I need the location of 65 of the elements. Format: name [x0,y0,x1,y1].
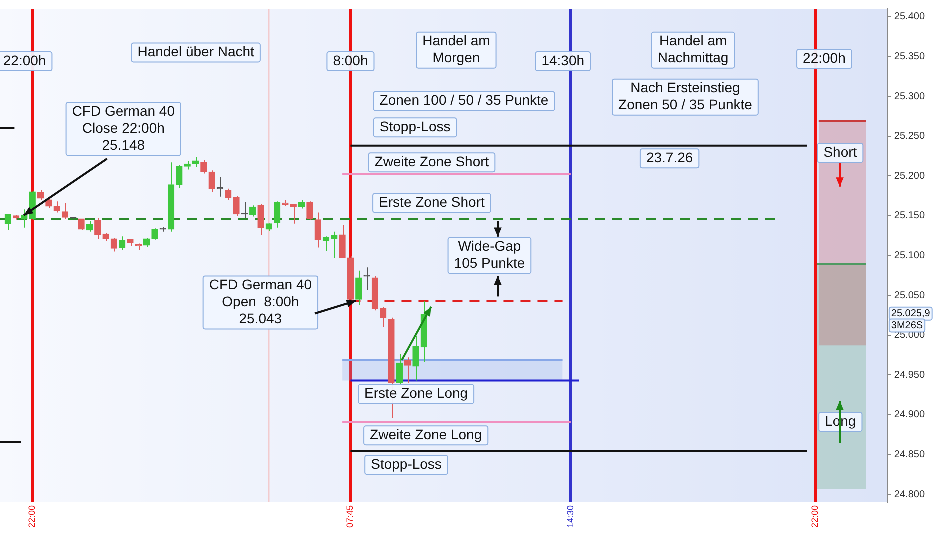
annotation: Erste Zone Short [379,194,485,210]
candlestick [331,231,338,259]
annotation: 14:30h [542,52,585,68]
annotation: Wide-Gap 105 Punkte [454,238,526,272]
annotation: Handel am Morgen [422,32,490,66]
annotation: Zonen 100 / 50 / 35 Punkte [380,92,549,108]
candlestick [372,276,379,312]
candlestick [322,236,330,252]
x-tick-label: 14:30 [565,505,576,528]
x-tick-label: 22:00 [27,505,38,528]
candlestick [258,204,264,236]
y-tick-label: 25.350 [894,52,926,63]
candlestick [127,238,134,247]
y-tick-label: 25.250 [894,131,926,142]
candlestick [364,267,370,290]
candlestick [160,226,166,232]
annotation: Stopp-Loss [371,456,442,472]
annotation: Short [824,144,858,160]
annotation: Handel am Nachmittag [658,32,729,66]
y-tick-label: 25.050 [894,290,926,302]
candlestick [339,224,346,258]
y-tick-label: 25.200 [894,170,926,182]
y-tick-label: 25.400 [894,12,926,23]
candlestick [94,218,102,240]
y-tick-label: 25.150 [894,210,926,222]
annotation: Erste Zone Long [364,385,468,402]
y-tick-label: 25.100 [894,250,926,262]
annotation: 8:00h [333,52,368,68]
candlestick [102,232,110,242]
candlestick [274,201,281,228]
annotation: 22:00h [803,50,846,66]
text: 3M26S [891,320,924,332]
candlestick [12,214,20,220]
annotation: Zweite Zone Short [374,153,490,170]
candlestick [396,354,403,386]
y-tick-label: 24.850 [894,449,926,460]
candlestick [176,164,183,189]
candlestick [233,196,240,216]
annotation: CFD German 40 Open 8:00h 25.043 [209,276,312,327]
annotation: 22:00h [3,52,46,68]
y-tick-label: 24.800 [894,489,926,500]
annotation: 23.7.26 [646,149,694,166]
annotation: CFD German 40 Close 22:00h 25.148 [72,103,176,154]
x-tick-label: 22:00 [810,505,820,528]
annotation: Nach Ersteinstieg Zonen 50 / 35 Punkte [618,80,753,113]
annotation: Stopp-Loss [380,118,451,134]
candlestick [192,156,200,168]
annotation: Handel über Nacht [138,44,255,60]
y-tick-label: 25.300 [894,91,926,102]
y-tick-label: 24.950 [894,370,926,381]
candlestick [412,336,420,382]
candlestick [208,170,216,193]
candlestick [54,201,60,214]
candlestick [184,160,191,170]
candlestick [282,200,289,207]
annotation: Zweite Zone Long [370,426,482,442]
candlestick [266,222,272,232]
y-tick-label: 24.900 [894,410,926,421]
text: 25.025,9 [891,308,931,320]
candlestick [314,212,322,248]
candlestick [356,270,362,306]
x-tick-label: 07:45 [345,505,356,528]
candlestick [306,201,314,220]
candlestick [168,162,175,232]
candlestick [290,204,297,224]
